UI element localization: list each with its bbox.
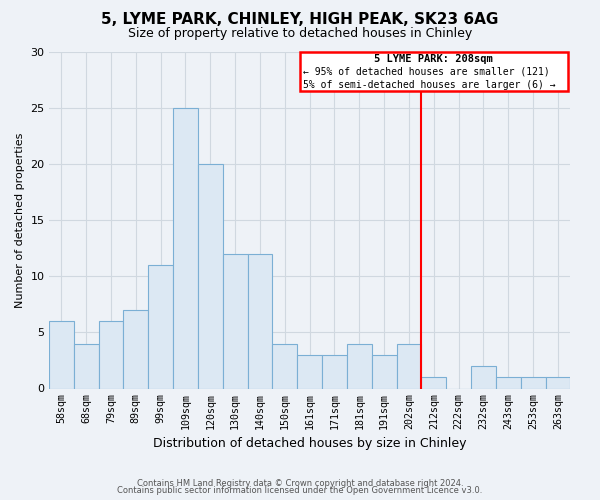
Bar xyxy=(124,310,148,388)
Bar xyxy=(74,344,98,388)
Bar xyxy=(223,254,248,388)
Bar xyxy=(98,321,124,388)
Bar xyxy=(248,254,272,388)
Text: Size of property relative to detached houses in Chinley: Size of property relative to detached ho… xyxy=(128,28,472,40)
Bar xyxy=(148,265,173,388)
Text: Contains HM Land Registry data © Crown copyright and database right 2024.: Contains HM Land Registry data © Crown c… xyxy=(137,478,463,488)
Bar xyxy=(372,355,397,388)
Bar xyxy=(471,366,496,388)
Bar xyxy=(322,355,347,388)
Bar xyxy=(297,355,322,388)
Text: 5% of semi-detached houses are larger (6) →: 5% of semi-detached houses are larger (6… xyxy=(304,80,556,90)
Text: 5 LYME PARK: 208sqm: 5 LYME PARK: 208sqm xyxy=(374,54,493,64)
Bar xyxy=(521,378,545,388)
Bar xyxy=(347,344,372,388)
Bar xyxy=(272,344,297,388)
X-axis label: Distribution of detached houses by size in Chinley: Distribution of detached houses by size … xyxy=(153,437,466,450)
Bar xyxy=(198,164,223,388)
Text: 5, LYME PARK, CHINLEY, HIGH PEAK, SK23 6AG: 5, LYME PARK, CHINLEY, HIGH PEAK, SK23 6… xyxy=(101,12,499,28)
Bar xyxy=(49,321,74,388)
Bar xyxy=(421,378,446,388)
Bar xyxy=(545,378,571,388)
Bar xyxy=(173,108,198,388)
Bar xyxy=(397,344,421,388)
Bar xyxy=(496,378,521,388)
Y-axis label: Number of detached properties: Number of detached properties xyxy=(15,132,25,308)
FancyBboxPatch shape xyxy=(299,52,568,91)
Text: Contains public sector information licensed under the Open Government Licence v3: Contains public sector information licen… xyxy=(118,486,482,495)
Text: ← 95% of detached houses are smaller (121): ← 95% of detached houses are smaller (12… xyxy=(304,66,550,76)
